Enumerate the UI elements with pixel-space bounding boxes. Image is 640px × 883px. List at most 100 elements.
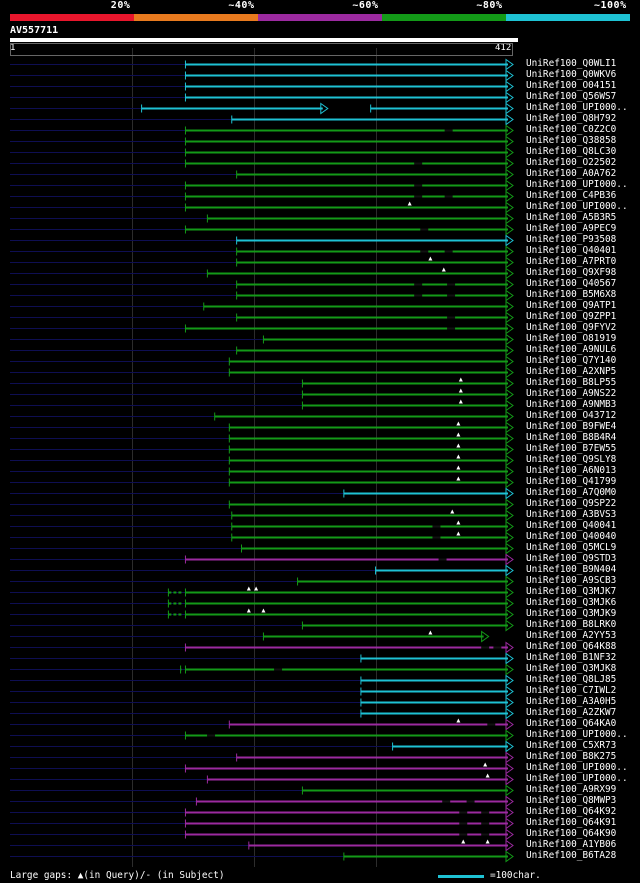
hit-label[interactable]: UniRef100_C4PB36 [526,190,617,201]
hit-label[interactable]: UniRef100_Q64K91 [526,817,617,828]
hit-row[interactable] [10,619,514,632]
hit-row[interactable] [10,421,514,434]
hit-row[interactable] [10,212,514,225]
hit-row[interactable] [10,256,514,269]
hit-row[interactable] [10,377,514,390]
hit-label[interactable]: UniRef100_C5XR73 [526,740,617,751]
hit-row[interactable] [10,366,514,379]
hit-label[interactable]: UniRef100_Q9SLY8 [526,454,617,465]
hit-label[interactable]: UniRef100_Q9STD3 [526,553,617,564]
hit-row[interactable] [10,685,514,698]
hit-row[interactable] [10,58,514,71]
hit-row[interactable] [10,344,514,357]
hit-label[interactable]: UniRef100_Q38858 [526,135,617,146]
hit-row[interactable] [10,443,514,456]
hit-label[interactable]: UniRef100_Q3MJK7 [526,586,617,597]
hit-label[interactable]: UniRef100_A0A762 [526,168,617,179]
hit-row[interactable] [10,806,514,819]
hit-row[interactable] [10,575,514,588]
hit-label[interactable]: UniRef100_Q40567 [526,278,617,289]
hit-label[interactable]: UniRef100_B8LRK0 [526,619,617,630]
hit-row[interactable] [10,289,514,302]
hit-row[interactable] [10,509,514,522]
hit-row[interactable] [10,773,514,786]
hit-label[interactable]: UniRef100_Q64KA0 [526,718,617,729]
hit-label[interactable]: UniRef100_A7PRT0 [526,256,617,267]
hit-label[interactable]: UniRef100_Q8MWP3 [526,795,617,806]
hit-label[interactable]: UniRef100_Q40401 [526,245,617,256]
hit-label[interactable]: UniRef100_A5B3R5 [526,212,617,223]
hit-row[interactable] [10,311,514,324]
hit-label[interactable]: UniRef100_B8K275 [526,751,617,762]
hit-label[interactable]: UniRef100_Q3MJK8 [526,663,617,674]
hit-label[interactable]: UniRef100_A9NS22 [526,388,617,399]
hit-label[interactable]: UniRef100_P93508 [526,234,617,245]
hit-row[interactable] [10,608,514,621]
hit-label[interactable]: UniRef100_Q64K90 [526,828,617,839]
hit-label[interactable]: UniRef100_Q8LJ85 [526,674,617,685]
hit-label[interactable]: UniRef100_O22502 [526,157,617,168]
hit-label[interactable]: UniRef100_UPI000.. [526,179,628,190]
hit-label[interactable]: UniRef100_A7Q0M0 [526,487,617,498]
hit-row[interactable] [10,762,514,775]
hit-row[interactable] [10,795,514,808]
hit-row[interactable] [10,80,514,93]
hit-label[interactable]: UniRef100_Q0WKV6 [526,69,617,80]
hit-row[interactable] [10,630,490,643]
hit-label[interactable]: UniRef100_A3A0H5 [526,696,617,707]
hit-label[interactable]: UniRef100_A9RX99 [526,784,617,795]
hit-row[interactable] [10,663,514,676]
hit-row[interactable] [10,399,514,412]
hit-row[interactable] [10,718,514,731]
hit-label[interactable]: UniRef100_O81919 [526,333,617,344]
hit-row[interactable] [10,201,514,214]
hit-label[interactable]: UniRef100_A2ZKW7 [526,707,617,718]
hit-label[interactable]: UniRef100_Q9SP22 [526,498,617,509]
hit-row[interactable] [10,113,514,126]
hit-label[interactable]: UniRef100_UPI000.. [526,102,628,113]
hit-label[interactable]: UniRef100_A9SCB3 [526,575,617,586]
hit-label[interactable]: UniRef100_B9N404 [526,564,617,575]
hit-row[interactable] [10,465,514,478]
hit-label[interactable]: UniRef100_B8LP55 [526,377,617,388]
hit-label[interactable]: UniRef100_B7EW55 [526,443,617,454]
hit-label[interactable]: UniRef100_A9PEC9 [526,223,617,234]
hit-label[interactable]: UniRef100_Q8H792 [526,113,617,124]
hit-row[interactable] [10,432,514,445]
hit-row[interactable] [10,586,514,599]
hit-row[interactable] [10,179,514,192]
hit-label[interactable]: UniRef100_B5M6X8 [526,289,617,300]
hit-label[interactable]: UniRef100_Q40040 [526,531,617,542]
hit-row[interactable] [10,146,514,159]
hit-row[interactable] [10,454,514,467]
hit-label[interactable]: UniRef100_Q9XF98 [526,267,617,278]
hit-label[interactable]: UniRef100_A9NUL6 [526,344,617,355]
hit-label[interactable]: UniRef100_Q0WLI1 [526,58,617,69]
hit-label[interactable]: UniRef100_Q56WS7 [526,91,617,102]
hit-row[interactable] [10,520,514,533]
hit-row[interactable] [10,300,514,313]
hit-row[interactable] [10,707,514,720]
hit-row[interactable] [10,498,514,511]
hit-label[interactable]: UniRef100_A3BVS3 [526,509,617,520]
hit-label[interactable]: UniRef100_C0Z2C0 [526,124,617,135]
hit-label[interactable]: UniRef100_A6N013 [526,465,617,476]
hit-label[interactable]: UniRef100_A9NMB3 [526,399,617,410]
hit-row[interactable] [10,333,514,346]
hit-row[interactable] [10,597,514,610]
hit-label[interactable]: UniRef100_O04151 [526,80,617,91]
hit-label[interactable]: UniRef100_Q9FYV2 [526,322,617,333]
hit-row[interactable] [10,839,514,852]
hit-label[interactable]: UniRef100_O43712 [526,410,617,421]
hit-row[interactable] [10,245,514,258]
hit-label[interactable]: UniRef100_B6TA28 [526,850,617,861]
hit-row[interactable] [10,223,514,236]
hit-row[interactable] [10,278,514,291]
hit-label[interactable]: UniRef100_UPI000.. [526,773,628,784]
hit-row[interactable] [10,91,514,104]
hit-label[interactable]: UniRef100_UPI000.. [526,201,628,212]
hit-row[interactable] [10,410,514,423]
hit-row[interactable] [10,487,514,500]
hit-label[interactable]: UniRef100_Q64K92 [526,806,617,817]
hit-label[interactable]: UniRef100_Q3MJK6 [526,597,617,608]
